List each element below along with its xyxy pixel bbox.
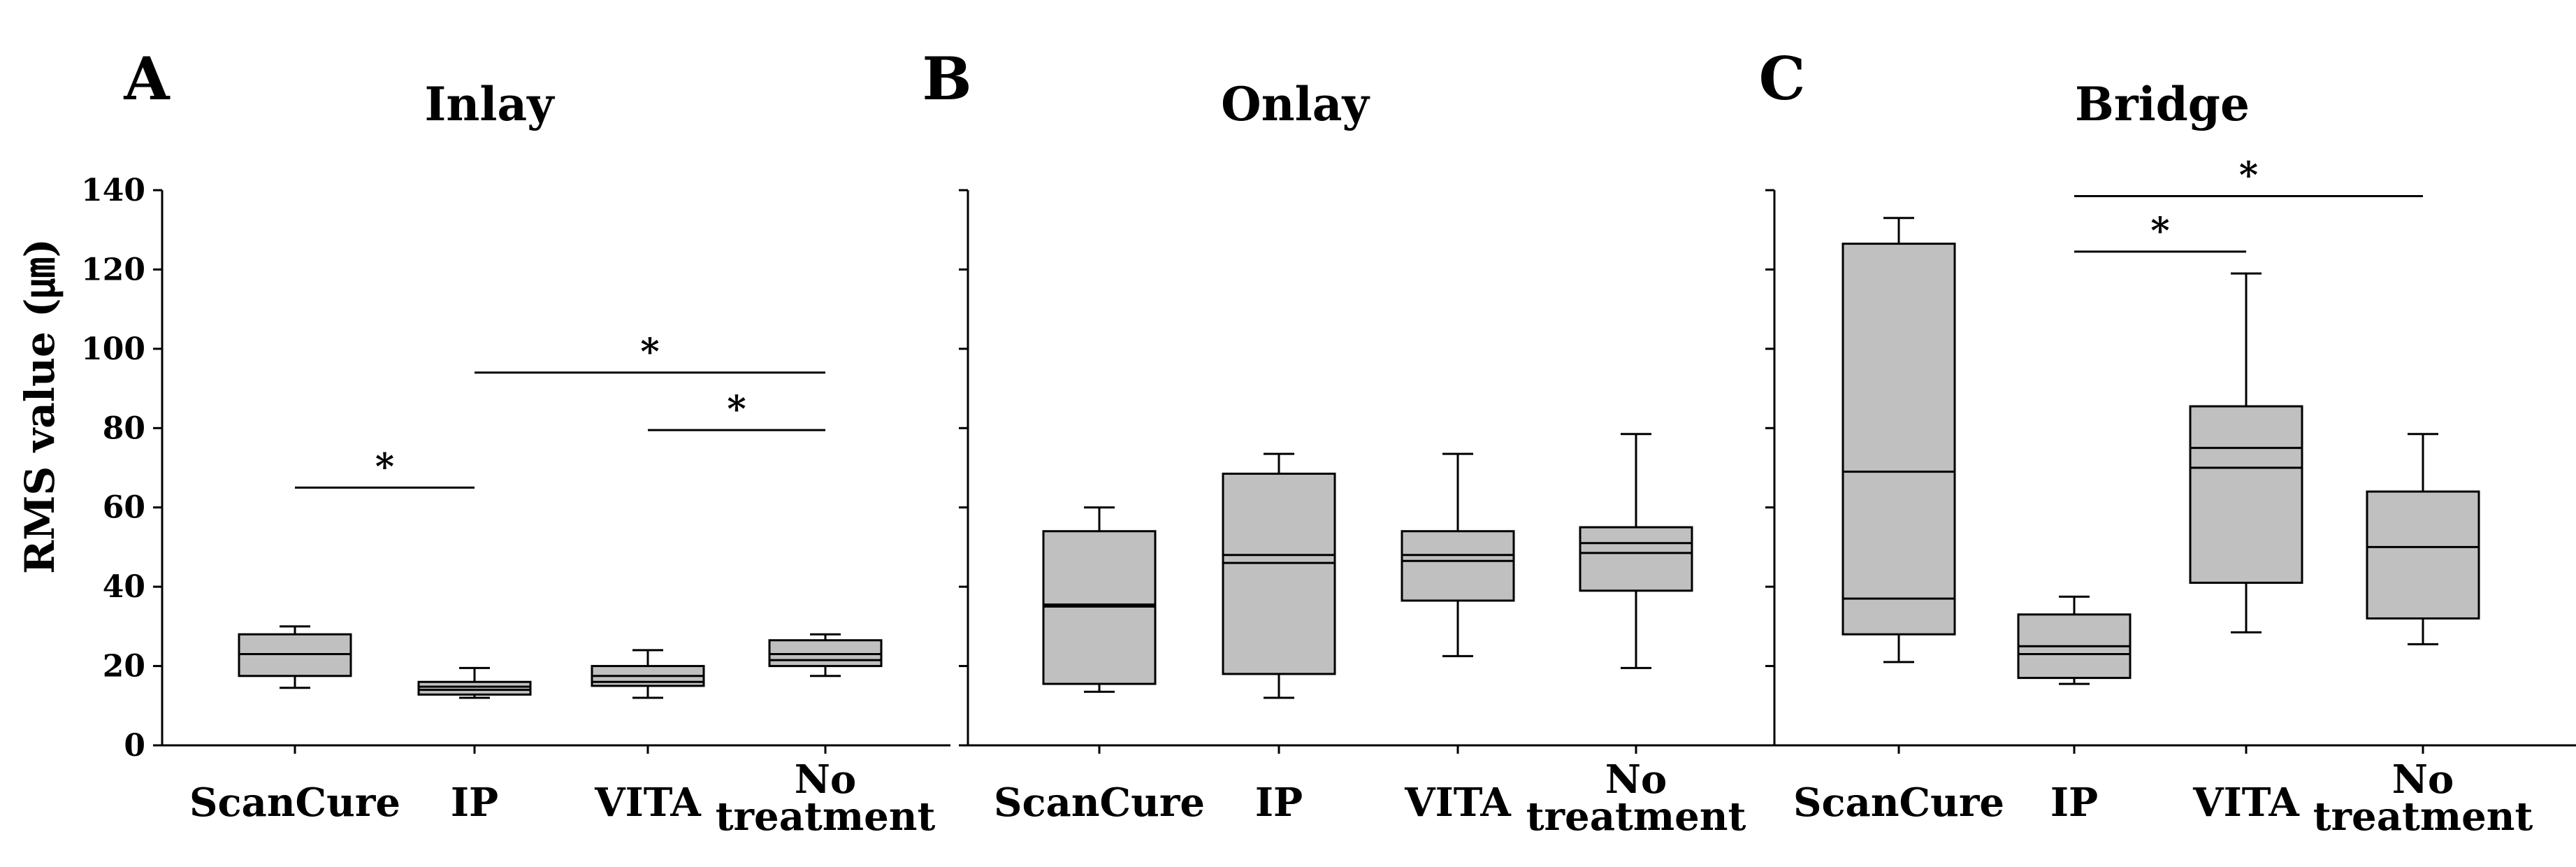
panel-a-y-tick-label: 40 — [103, 569, 145, 605]
panel-c-vita-box — [2189, 405, 2303, 584]
panel-b-vita-box — [1401, 530, 1515, 602]
panel-b-category-label: treatment — [1526, 794, 1746, 840]
panel-a-category-label: No — [795, 757, 857, 803]
panel-b-no-treatment-box — [1579, 526, 1693, 592]
panel-b-category-label: VITA — [1404, 780, 1512, 826]
panel-a-significance-star: * — [640, 331, 659, 373]
panel-b-title: Onlay — [1221, 77, 1370, 131]
panel-a-category-label: IP — [451, 780, 498, 826]
panel-b-category-label: IP — [1255, 780, 1303, 826]
panel-a-title: Inlay — [424, 77, 555, 131]
panel-c-category-label: IP — [2050, 780, 2098, 826]
panel-b-letter: B — [922, 44, 972, 113]
panel-c-category-label: ScanCure — [1793, 780, 2004, 826]
panel-a-ip-box — [417, 680, 532, 696]
panel-a-category-label: treatment — [716, 794, 936, 840]
panel-c-no-treatment-box — [2366, 490, 2480, 620]
panel-a-letter: A — [123, 44, 171, 113]
panel-a-y-tick-label: 0 — [124, 728, 145, 764]
panel-c-significance-star: * — [2239, 155, 2258, 197]
panel-c-category-label: No — [2392, 757, 2454, 803]
panel-b-category-label: ScanCure — [994, 780, 1205, 826]
panel-c-category-label: treatment — [2313, 794, 2533, 840]
panel-a-category-label: ScanCure — [189, 780, 400, 826]
panel-b-category-label: No — [1605, 757, 1667, 803]
panel-a-y-tick-label: 100 — [81, 331, 145, 367]
panel-a-y-tick-label: 60 — [103, 490, 145, 526]
panel-a-y-tick-label: 120 — [81, 252, 145, 287]
panel-a-y-tick-label: 20 — [103, 649, 145, 685]
panel-c-title: Bridge — [2075, 77, 2250, 131]
panel-c-scancure-box — [1841, 243, 1956, 636]
panel-a-significance-star: * — [375, 445, 394, 488]
panel-a-y-tick-label: 80 — [103, 410, 145, 446]
panel-a-y-tick-label: 140 — [81, 173, 145, 208]
y-axis-label: RMS value (㎛) — [16, 238, 64, 574]
panel-c-letter: C — [1759, 44, 1806, 113]
panel-c-category-label: VITA — [2192, 780, 2300, 826]
panel-a-category-label: VITA — [594, 780, 702, 826]
panel-c-significance-star: * — [2150, 210, 2169, 252]
panel-a-significance-star: * — [727, 388, 746, 431]
panel-b-ip-box — [1222, 473, 1336, 675]
